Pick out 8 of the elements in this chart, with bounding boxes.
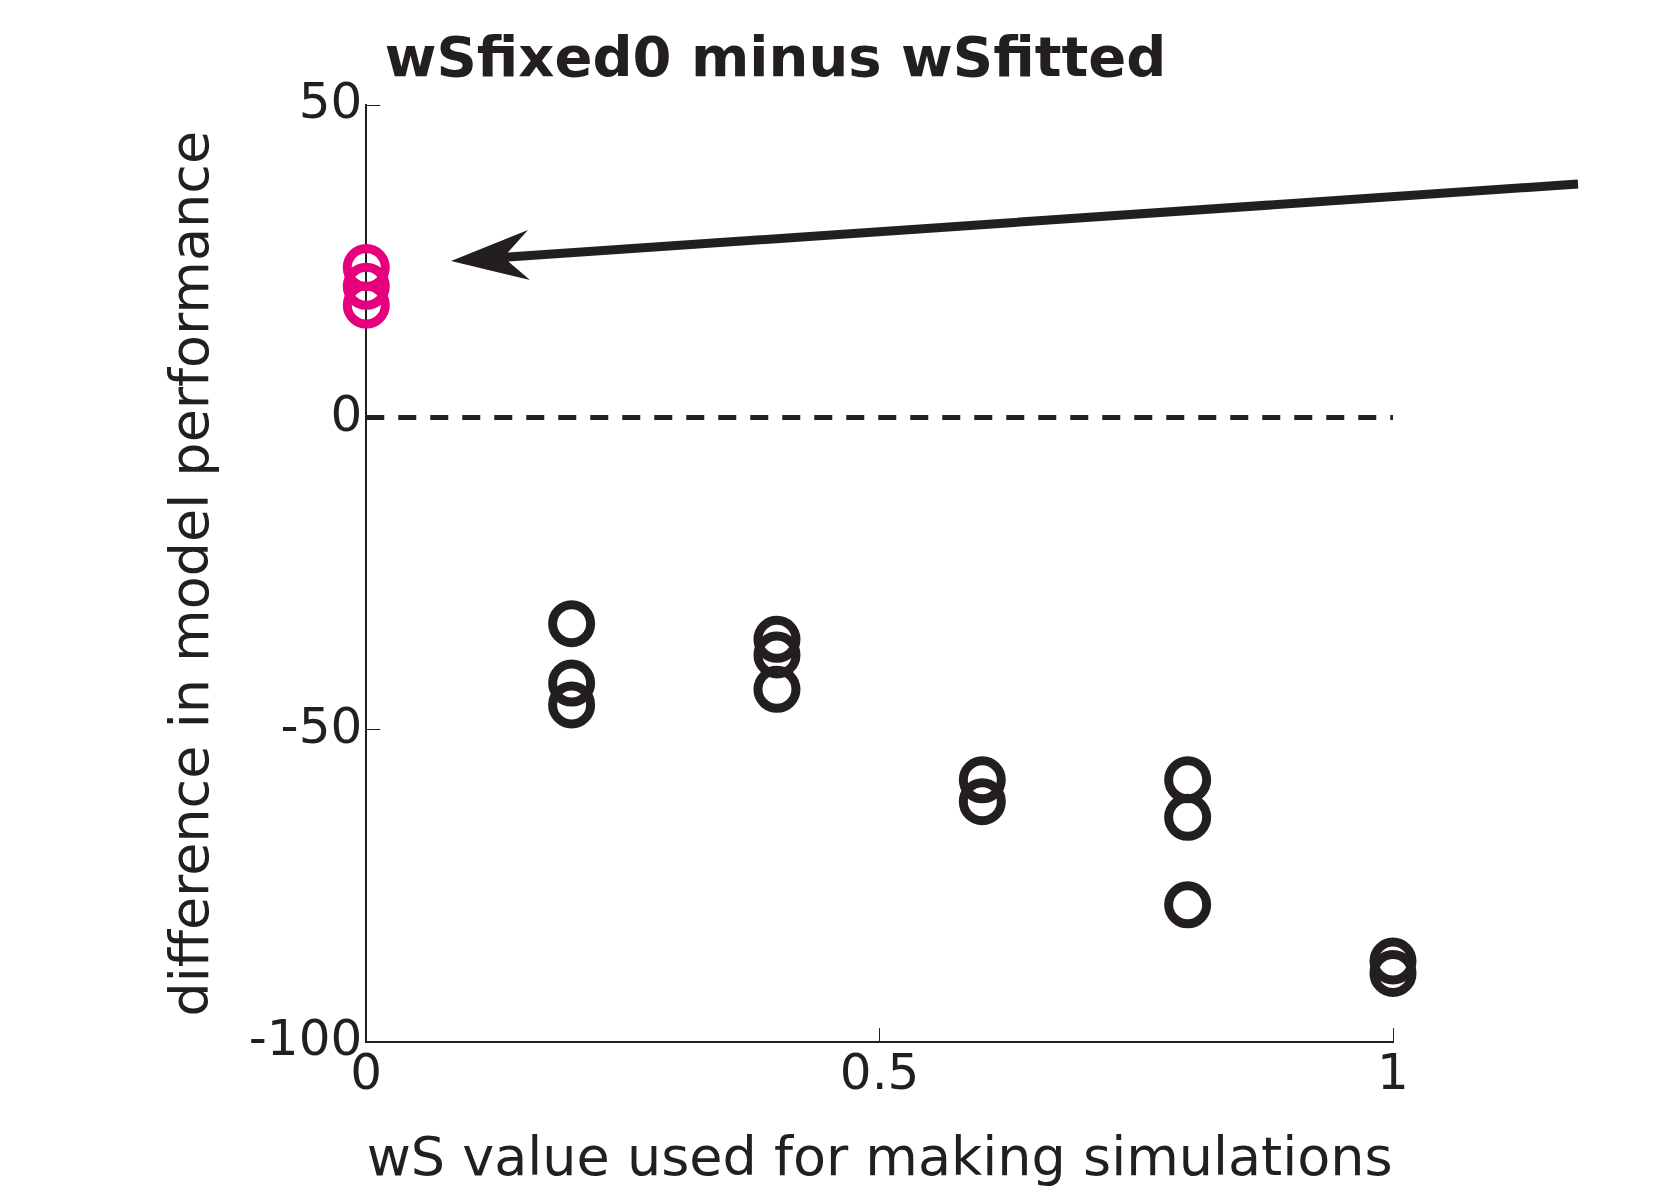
y-tick-label: 50 [298, 72, 363, 131]
x-axis-title: wS value used for making simulations [366, 1124, 1393, 1188]
y-tick-label: -50 [280, 696, 363, 755]
x-tick-label: 0.5 [839, 1043, 920, 1102]
y-tick-label: 0 [330, 384, 363, 443]
x-tick-label: 1 [1377, 1043, 1409, 1102]
chart-title: wSfixed0 minus wSfitted [384, 24, 1167, 90]
y-axis-title: difference in model performance [158, 130, 222, 1017]
